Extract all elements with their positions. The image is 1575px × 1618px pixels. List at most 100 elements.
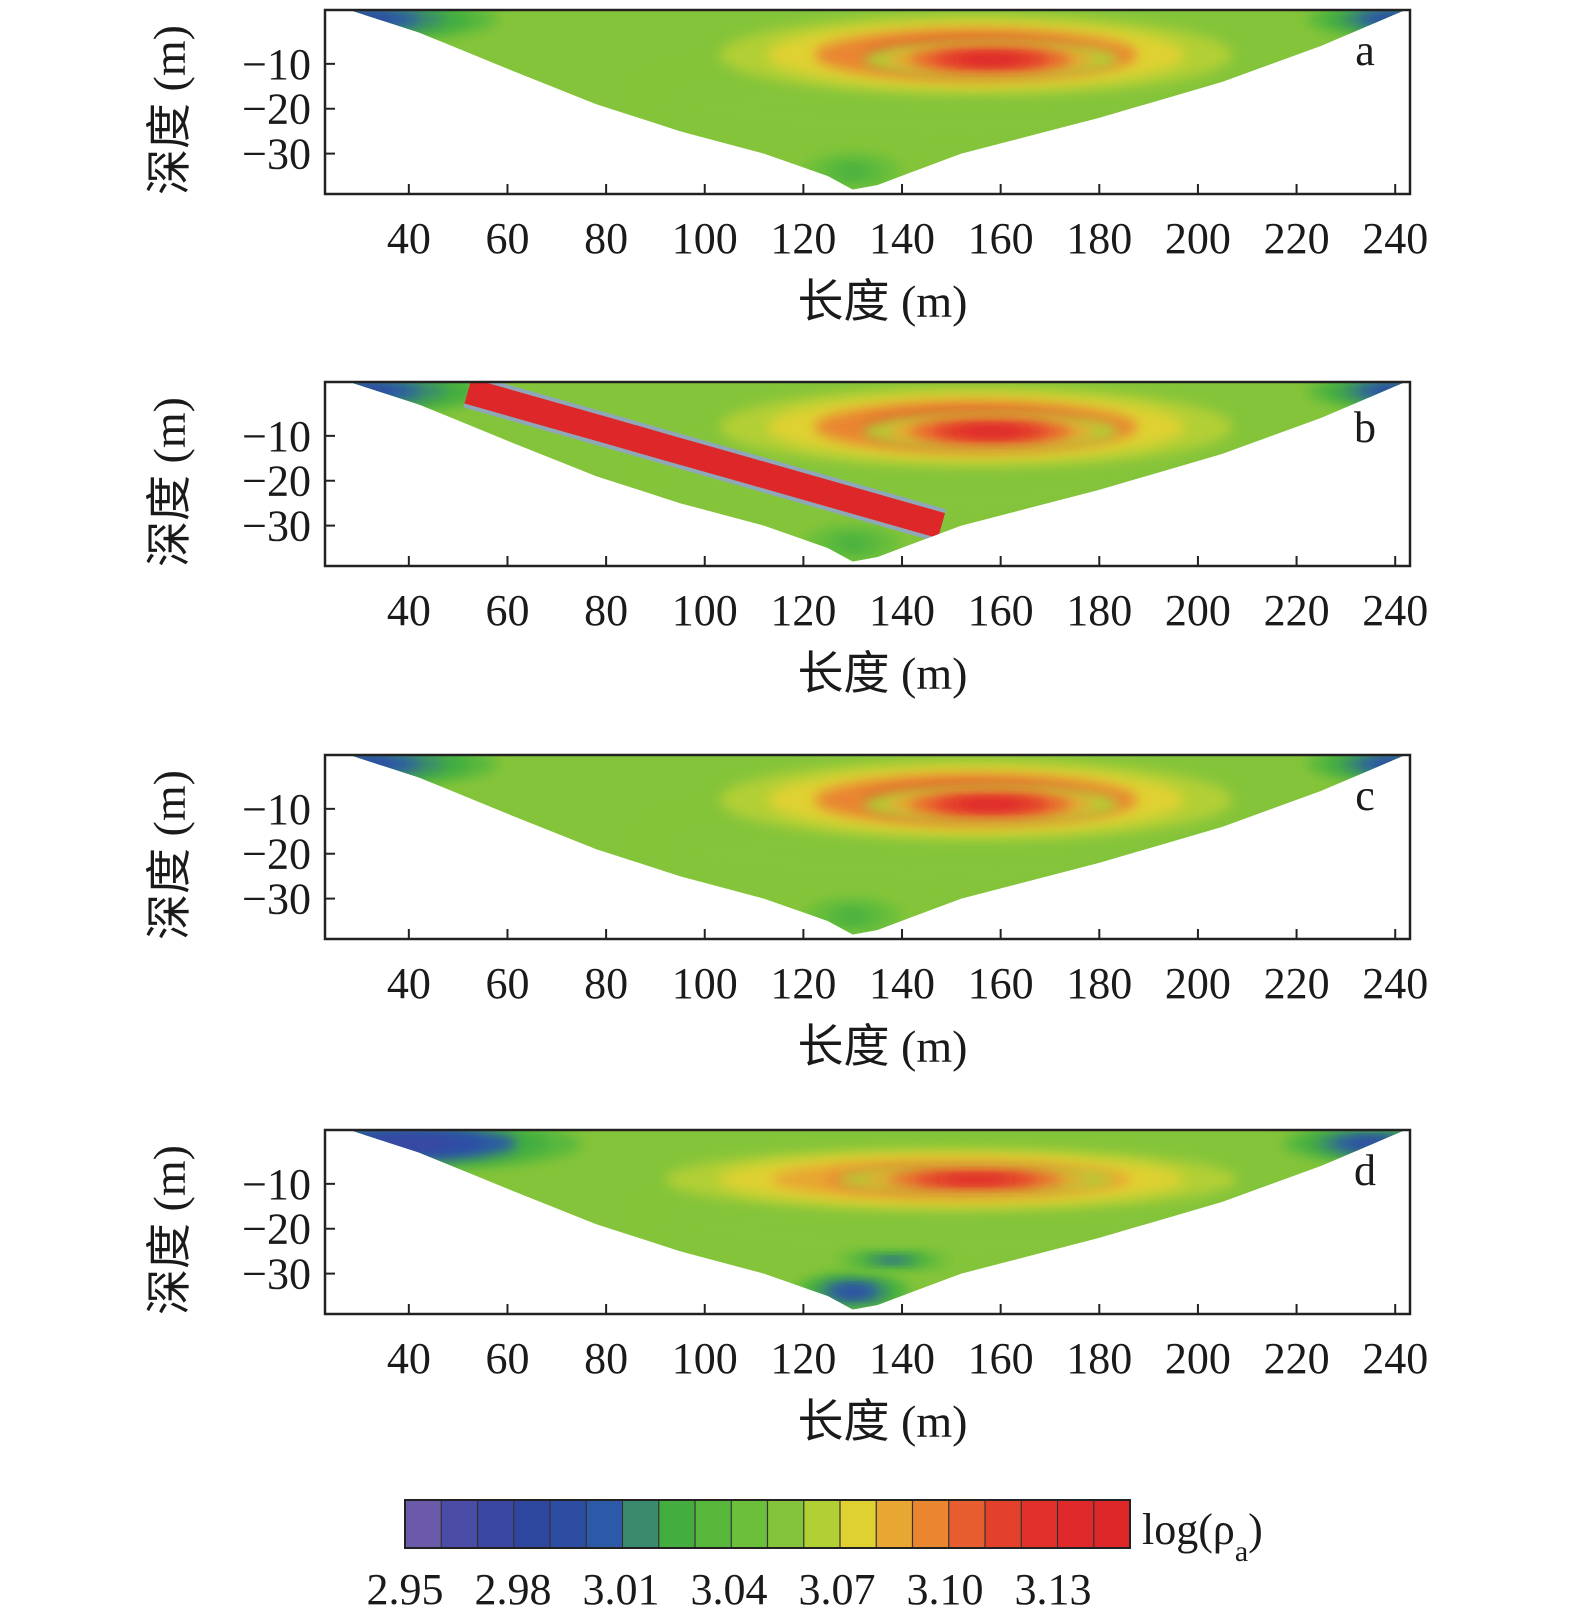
x-tick-label: 160: [968, 1334, 1034, 1383]
y-tick-label: −20: [242, 85, 311, 134]
x-tick-label: 80: [584, 214, 628, 263]
x-tick-label: 40: [387, 586, 431, 635]
colorbar-cell: [767, 1500, 805, 1548]
y-axis-title: 深度 (m): [144, 25, 195, 195]
colorbar-tick-label: 3.10: [907, 1565, 984, 1614]
x-tick-label: 220: [1264, 959, 1330, 1008]
y-tick-label: −10: [242, 412, 311, 461]
x-tick-label: 180: [1066, 214, 1132, 263]
x-tick-label: 160: [968, 214, 1034, 263]
panel-d: 40 60 80 100 120 140 160 180 200 220 240 −10−20−30 长…: [144, 1128, 1428, 1447]
x-tick-label: 140: [869, 586, 935, 635]
colorbar-cell: [658, 1500, 696, 1548]
y-tick-label: −10: [242, 785, 311, 834]
anomaly-contour: [349, 10, 421, 29]
colorbar-cell: [586, 1500, 623, 1548]
colorbar-cell: [1093, 1500, 1131, 1548]
anomaly-contour: [1355, 755, 1406, 772]
anomaly-contour: [957, 54, 1025, 65]
x-tick-label: 200: [1165, 214, 1231, 263]
y-tick-label: −10: [242, 1160, 311, 1209]
x-tick-label: 80: [584, 1334, 628, 1383]
dipping-body: [464, 382, 946, 539]
x-tick-label: 60: [485, 214, 529, 263]
colorbar-cell: [550, 1500, 587, 1548]
x-tick-label: 160: [968, 586, 1034, 635]
x-tick-label: 220: [1264, 214, 1330, 263]
x-tick-label: 180: [1066, 586, 1132, 635]
x-tick-label: 140: [869, 1334, 935, 1383]
x-tick-label: 120: [770, 586, 836, 635]
anomaly-contour: [1355, 10, 1406, 27]
colorbar-tick-label: 2.95: [367, 1565, 444, 1614]
x-axis-title: 长度 (m): [798, 648, 968, 699]
colorbar-title: log(ρa): [1142, 1505, 1263, 1568]
x-tick-label: 80: [584, 959, 628, 1008]
x-tick-label: 60: [485, 586, 529, 635]
x-tick-label: 100: [672, 959, 738, 1008]
x-tick-label: 80: [584, 586, 628, 635]
axes-frame: [323, 8, 1412, 196]
colorbar-cell: [513, 1500, 551, 1548]
axes-frame: [323, 1128, 1412, 1316]
x-tick-label: 220: [1264, 586, 1330, 635]
panel-label: d: [1354, 1146, 1376, 1195]
resistivity-section: [349, 1130, 1406, 1310]
y-tick-label: −30: [242, 875, 311, 924]
y-axis-title: 深度 (m): [144, 770, 195, 940]
colorbar-cell: [840, 1500, 877, 1548]
colorbar-cell: [405, 1500, 442, 1548]
panel-a: 40 60 80 100 120 140 160 180 200 220 240 −10−20−30 长…: [144, 8, 1428, 327]
x-tick-label: 200: [1165, 586, 1231, 635]
anomaly-contour: [349, 755, 421, 774]
y-tick-label: −10: [242, 40, 311, 89]
x-tick-label: 180: [1066, 959, 1132, 1008]
colorbar-cell: [985, 1500, 1022, 1548]
x-tick-label: 60: [485, 959, 529, 1008]
anomaly-contour: [940, 1175, 1012, 1183]
x-tick-label: 240: [1362, 1334, 1428, 1383]
anomaly-contour: [1372, 759, 1406, 769]
colorbar-cell: [695, 1500, 732, 1548]
anomaly-contour: [839, 538, 866, 549]
anomaly-contour: [349, 13, 396, 25]
colorbar-tick-label: 3.01: [583, 1565, 660, 1614]
x-tick-label: 220: [1264, 1334, 1330, 1383]
colorbar-cell: [1057, 1500, 1095, 1548]
axes-frame: [323, 753, 1412, 941]
colorbar-cell: [948, 1500, 986, 1548]
anomaly-contour: [839, 911, 866, 922]
panel-label: a: [1355, 26, 1375, 75]
anomaly-contour: [876, 1257, 908, 1263]
anomaly-contour: [1372, 14, 1406, 24]
panel-c: 40 60 80 100 120 140 160 180 200 220 240 −10−20−30 长…: [144, 753, 1428, 1072]
x-tick-label: 240: [1362, 586, 1428, 635]
x-tick-label: 140: [869, 959, 935, 1008]
colorbar-tick-label: 3.04: [691, 1565, 768, 1614]
y-tick-label: −30: [242, 130, 311, 179]
x-tick-label: 200: [1165, 1334, 1231, 1383]
x-tick-label: 120: [770, 959, 836, 1008]
x-tick-label: 240: [1362, 214, 1428, 263]
y-axis-title: 深度 (m): [144, 397, 195, 567]
y-tick-label: −20: [242, 830, 311, 879]
colorbar-cell: [1021, 1500, 1058, 1548]
anomaly-contour: [349, 385, 396, 397]
anomaly-contour: [1372, 386, 1406, 396]
colorbar-tick-label: 2.98: [475, 1565, 552, 1614]
y-tick-label: −30: [242, 1250, 311, 1299]
anomaly-contour: [1355, 382, 1406, 399]
x-tick-label: 120: [770, 1334, 836, 1383]
colorbar-frame: [404, 1499, 1131, 1549]
x-tick-label: 120: [770, 214, 836, 263]
colorbar-cell: [876, 1500, 913, 1548]
colorbar-cell: [731, 1500, 768, 1548]
x-tick-label: 100: [672, 214, 738, 263]
anomaly-contour: [957, 799, 1025, 810]
colorbar-cell: [803, 1500, 841, 1548]
colorbar-cell: [441, 1500, 478, 1548]
x-tick-label: 40: [387, 1334, 431, 1383]
panel-label: b: [1354, 403, 1376, 452]
anomaly-contour: [349, 758, 396, 770]
